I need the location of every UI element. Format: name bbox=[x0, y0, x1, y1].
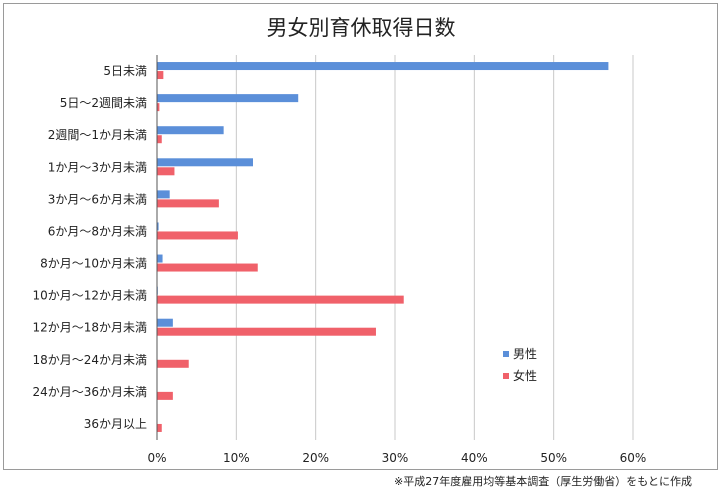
legend-swatch bbox=[503, 373, 509, 379]
category-label: 5日〜2週間未満 bbox=[60, 96, 147, 110]
legend-swatch bbox=[503, 351, 509, 357]
category-label: 6か月〜8か月未満 bbox=[48, 224, 147, 238]
chart-frame bbox=[3, 3, 718, 470]
bar-female bbox=[157, 423, 162, 432]
bars bbox=[157, 62, 609, 432]
bar-female bbox=[157, 327, 376, 336]
bar-male bbox=[157, 126, 224, 135]
bar-female bbox=[157, 391, 173, 400]
bar-female bbox=[157, 199, 219, 208]
bar-female bbox=[157, 359, 189, 368]
category-labels: 5日未満 5日〜2週間未満 2週間〜1か月未満 1か月〜3か月未満 3か月〜6か月未満 6… bbox=[32, 64, 147, 431]
legend-label: 男性 bbox=[513, 347, 537, 361]
chart-title: 男女別育休取得日数 bbox=[266, 16, 456, 40]
x-tick-label: 60% bbox=[620, 451, 647, 465]
category-label: 5日未満 bbox=[103, 64, 147, 78]
category-label: 10か月〜12か月未満 bbox=[32, 289, 147, 303]
x-tick-label: 30% bbox=[382, 451, 409, 465]
x-tick-label: 50% bbox=[540, 451, 567, 465]
x-tick-label: 0% bbox=[147, 451, 166, 465]
bar-male bbox=[157, 62, 609, 71]
category-label: 18か月〜24か月未満 bbox=[32, 353, 147, 367]
bar-male bbox=[157, 254, 163, 263]
bar-male bbox=[157, 318, 173, 327]
source-note: ※平成27年度雇用均等基本調査（厚生労働省）をもとに作成 bbox=[394, 475, 692, 488]
bar-female bbox=[157, 135, 162, 144]
bar-male bbox=[157, 190, 170, 199]
tick-labels: 0% 10% 20% 30% 40% 50% 60% bbox=[147, 451, 646, 465]
legend-label: 女性 bbox=[513, 368, 537, 383]
x-tick-label: 10% bbox=[223, 451, 250, 465]
category-label: 36か月以上 bbox=[84, 417, 147, 431]
category-label: 1か月〜3か月未満 bbox=[48, 160, 147, 174]
bar-female bbox=[157, 295, 404, 304]
bar-female bbox=[157, 103, 160, 112]
bar-female bbox=[157, 263, 258, 272]
category-label: 2週間〜1か月未満 bbox=[48, 128, 147, 142]
x-tick-label: 40% bbox=[461, 451, 488, 465]
category-label: 3か月〜6か月未満 bbox=[48, 192, 147, 206]
bar-female bbox=[157, 231, 238, 240]
category-label: 24か月〜36か月未満 bbox=[32, 385, 147, 399]
category-label: 12か月〜18か月未満 bbox=[32, 321, 147, 335]
grid-lines bbox=[235, 55, 634, 440]
bar-male bbox=[157, 158, 253, 167]
bar-male bbox=[157, 94, 299, 103]
bar-female bbox=[157, 71, 164, 80]
category-label: 8か月〜10か月未満 bbox=[40, 257, 147, 271]
bar-female bbox=[157, 167, 175, 176]
bar-male bbox=[157, 222, 159, 231]
x-tick-label: 20% bbox=[302, 451, 329, 465]
